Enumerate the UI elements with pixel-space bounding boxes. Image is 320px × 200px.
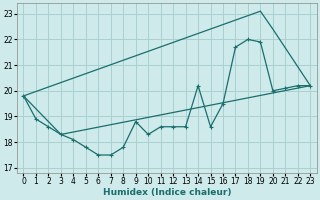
X-axis label: Humidex (Indice chaleur): Humidex (Indice chaleur) [103,188,231,197]
